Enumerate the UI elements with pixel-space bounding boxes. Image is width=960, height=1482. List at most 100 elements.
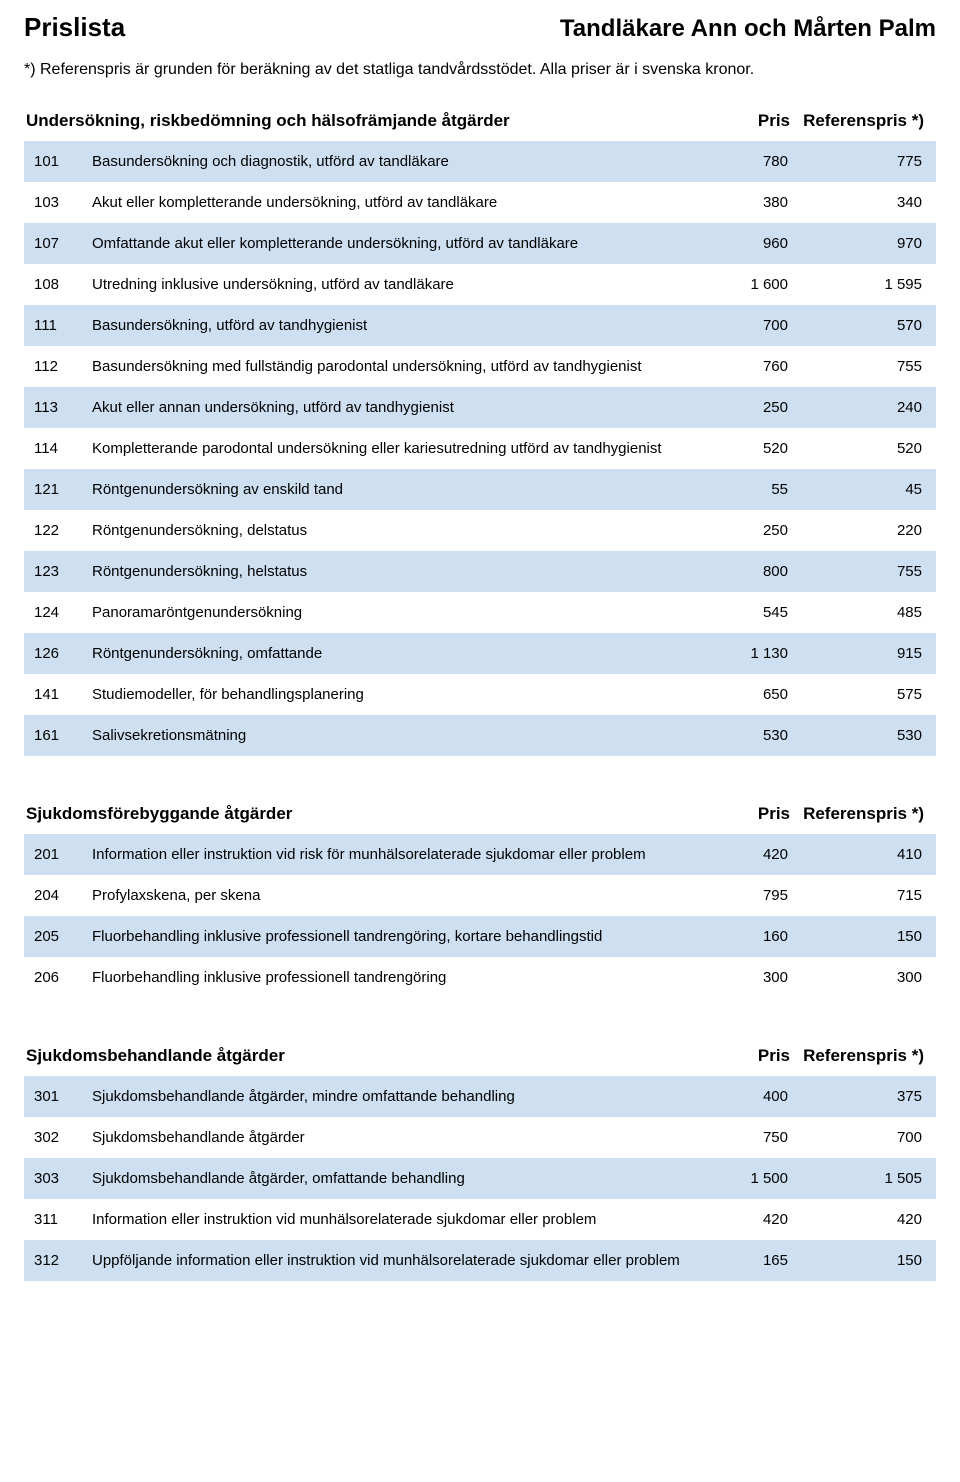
section-header: Sjukdomsförebyggande åtgärderPrisReferen… <box>24 800 936 828</box>
cell-code: 301 <box>24 1076 74 1117</box>
table-row: 161Salivsekretionsmätning530530 <box>24 715 936 756</box>
price-table: 101Basundersökning och diagnostik, utför… <box>24 141 936 756</box>
cell-code: 122 <box>24 510 74 551</box>
table-row: 302Sjukdomsbehandlande åtgärder750700 <box>24 1117 936 1158</box>
cell-pris: 795 <box>706 875 796 916</box>
price-section: Sjukdomsförebyggande åtgärderPrisReferen… <box>24 800 936 998</box>
cell-code: 311 <box>24 1199 74 1240</box>
col-header-pris: Pris <box>704 1046 794 1066</box>
table-row: 113Akut eller annan undersökning, utförd… <box>24 387 936 428</box>
table-row: 108Utredning inklusive undersökning, utf… <box>24 264 936 305</box>
cell-pris: 400 <box>706 1076 796 1117</box>
cell-ref: 755 <box>796 346 936 387</box>
cell-code: 101 <box>24 141 74 182</box>
cell-code: 205 <box>24 916 74 957</box>
cell-code: 112 <box>24 346 74 387</box>
table-row: 111Basundersökning, utförd av tandhygien… <box>24 305 936 346</box>
col-header-pris: Pris <box>704 111 794 131</box>
cell-pris: 750 <box>706 1117 796 1158</box>
cell-pris: 55 <box>706 469 796 510</box>
table-row: 204Profylaxskena, per skena795715 <box>24 875 936 916</box>
cell-ref: 150 <box>796 1240 936 1281</box>
col-header-ref: Referenspris *) <box>794 1046 934 1066</box>
cell-pris: 960 <box>706 223 796 264</box>
cell-pris: 1 600 <box>706 264 796 305</box>
page-header: Prislista Tandläkare Ann och Mårten Palm <box>24 12 936 43</box>
table-row: 201Information eller instruktion vid ris… <box>24 834 936 875</box>
cell-ref: 485 <box>796 592 936 633</box>
cell-pris: 420 <box>706 1199 796 1240</box>
section-title: Sjukdomsförebyggande åtgärder <box>26 804 704 824</box>
table-row: 303Sjukdomsbehandlande åtgärder, omfatta… <box>24 1158 936 1199</box>
section-title: Undersökning, riskbedömning och hälsofrä… <box>26 111 704 131</box>
cell-ref: 45 <box>796 469 936 510</box>
table-row: 141Studiemodeller, för behandlingsplaner… <box>24 674 936 715</box>
cell-code: 302 <box>24 1117 74 1158</box>
cell-desc: Akut eller annan undersökning, utförd av… <box>74 387 706 428</box>
cell-pris: 250 <box>706 387 796 428</box>
table-row: 107Omfattande akut eller kompletterande … <box>24 223 936 264</box>
table-row: 124Panoramaröntgenundersökning545485 <box>24 592 936 633</box>
cell-ref: 530 <box>796 715 936 756</box>
sections-container: Undersökning, riskbedömning och hälsofrä… <box>24 107 936 1281</box>
cell-ref: 150 <box>796 916 936 957</box>
cell-desc: Röntgenundersökning, delstatus <box>74 510 706 551</box>
table-row: 311Information eller instruktion vid mun… <box>24 1199 936 1240</box>
cell-ref: 340 <box>796 182 936 223</box>
cell-desc: Akut eller kompletterande undersökning, … <box>74 182 706 223</box>
cell-desc: Studiemodeller, för behandlingsplanering <box>74 674 706 715</box>
cell-ref: 240 <box>796 387 936 428</box>
cell-code: 124 <box>24 592 74 633</box>
price-section: Undersökning, riskbedömning och hälsofrä… <box>24 107 936 756</box>
cell-code: 107 <box>24 223 74 264</box>
cell-pris: 420 <box>706 834 796 875</box>
cell-pris: 250 <box>706 510 796 551</box>
cell-ref: 420 <box>796 1199 936 1240</box>
cell-code: 312 <box>24 1240 74 1281</box>
cell-pris: 1 130 <box>706 633 796 674</box>
cell-desc: Kompletterande parodontal undersökning e… <box>74 428 706 469</box>
cell-code: 126 <box>24 633 74 674</box>
cell-ref: 520 <box>796 428 936 469</box>
cell-ref: 220 <box>796 510 936 551</box>
cell-desc: Basundersökning och diagnostik, utförd a… <box>74 141 706 182</box>
cell-desc: Röntgenundersökning, helstatus <box>74 551 706 592</box>
cell-ref: 300 <box>796 957 936 998</box>
table-row: 114Kompletterande parodontal undersöknin… <box>24 428 936 469</box>
cell-ref: 970 <box>796 223 936 264</box>
table-row: 205Fluorbehandling inklusive professione… <box>24 916 936 957</box>
cell-desc: Omfattande akut eller kompletterande und… <box>74 223 706 264</box>
cell-desc: Salivsekretionsmätning <box>74 715 706 756</box>
cell-pris: 800 <box>706 551 796 592</box>
cell-desc: Panoramaröntgenundersökning <box>74 592 706 633</box>
cell-ref: 715 <box>796 875 936 916</box>
table-row: 103Akut eller kompletterande undersöknin… <box>24 182 936 223</box>
cell-code: 113 <box>24 387 74 428</box>
cell-code: 141 <box>24 674 74 715</box>
cell-pris: 760 <box>706 346 796 387</box>
cell-code: 303 <box>24 1158 74 1199</box>
col-header-ref: Referenspris *) <box>794 111 934 131</box>
table-row: 112Basundersökning med fullständig parod… <box>24 346 936 387</box>
price-table: 201Information eller instruktion vid ris… <box>24 834 936 998</box>
cell-code: 103 <box>24 182 74 223</box>
section-title: Sjukdomsbehandlande åtgärder <box>26 1046 704 1066</box>
cell-pris: 650 <box>706 674 796 715</box>
cell-pris: 160 <box>706 916 796 957</box>
cell-desc: Basundersökning med fullständig parodont… <box>74 346 706 387</box>
cell-ref: 755 <box>796 551 936 592</box>
cell-desc: Röntgenundersökning, omfattande <box>74 633 706 674</box>
cell-pris: 300 <box>706 957 796 998</box>
cell-ref: 775 <box>796 141 936 182</box>
page-title-left: Prislista <box>24 12 125 43</box>
cell-pris: 1 500 <box>706 1158 796 1199</box>
cell-code: 121 <box>24 469 74 510</box>
table-row: 122Röntgenundersökning, delstatus250220 <box>24 510 936 551</box>
cell-desc: Sjukdomsbehandlande åtgärder, omfattande… <box>74 1158 706 1199</box>
cell-pris: 380 <box>706 182 796 223</box>
table-row: 101Basundersökning och diagnostik, utför… <box>24 141 936 182</box>
cell-pris: 780 <box>706 141 796 182</box>
page-title-right: Tandläkare Ann och Mårten Palm <box>560 15 936 43</box>
cell-pris: 530 <box>706 715 796 756</box>
table-row: 123Röntgenundersökning, helstatus800755 <box>24 551 936 592</box>
